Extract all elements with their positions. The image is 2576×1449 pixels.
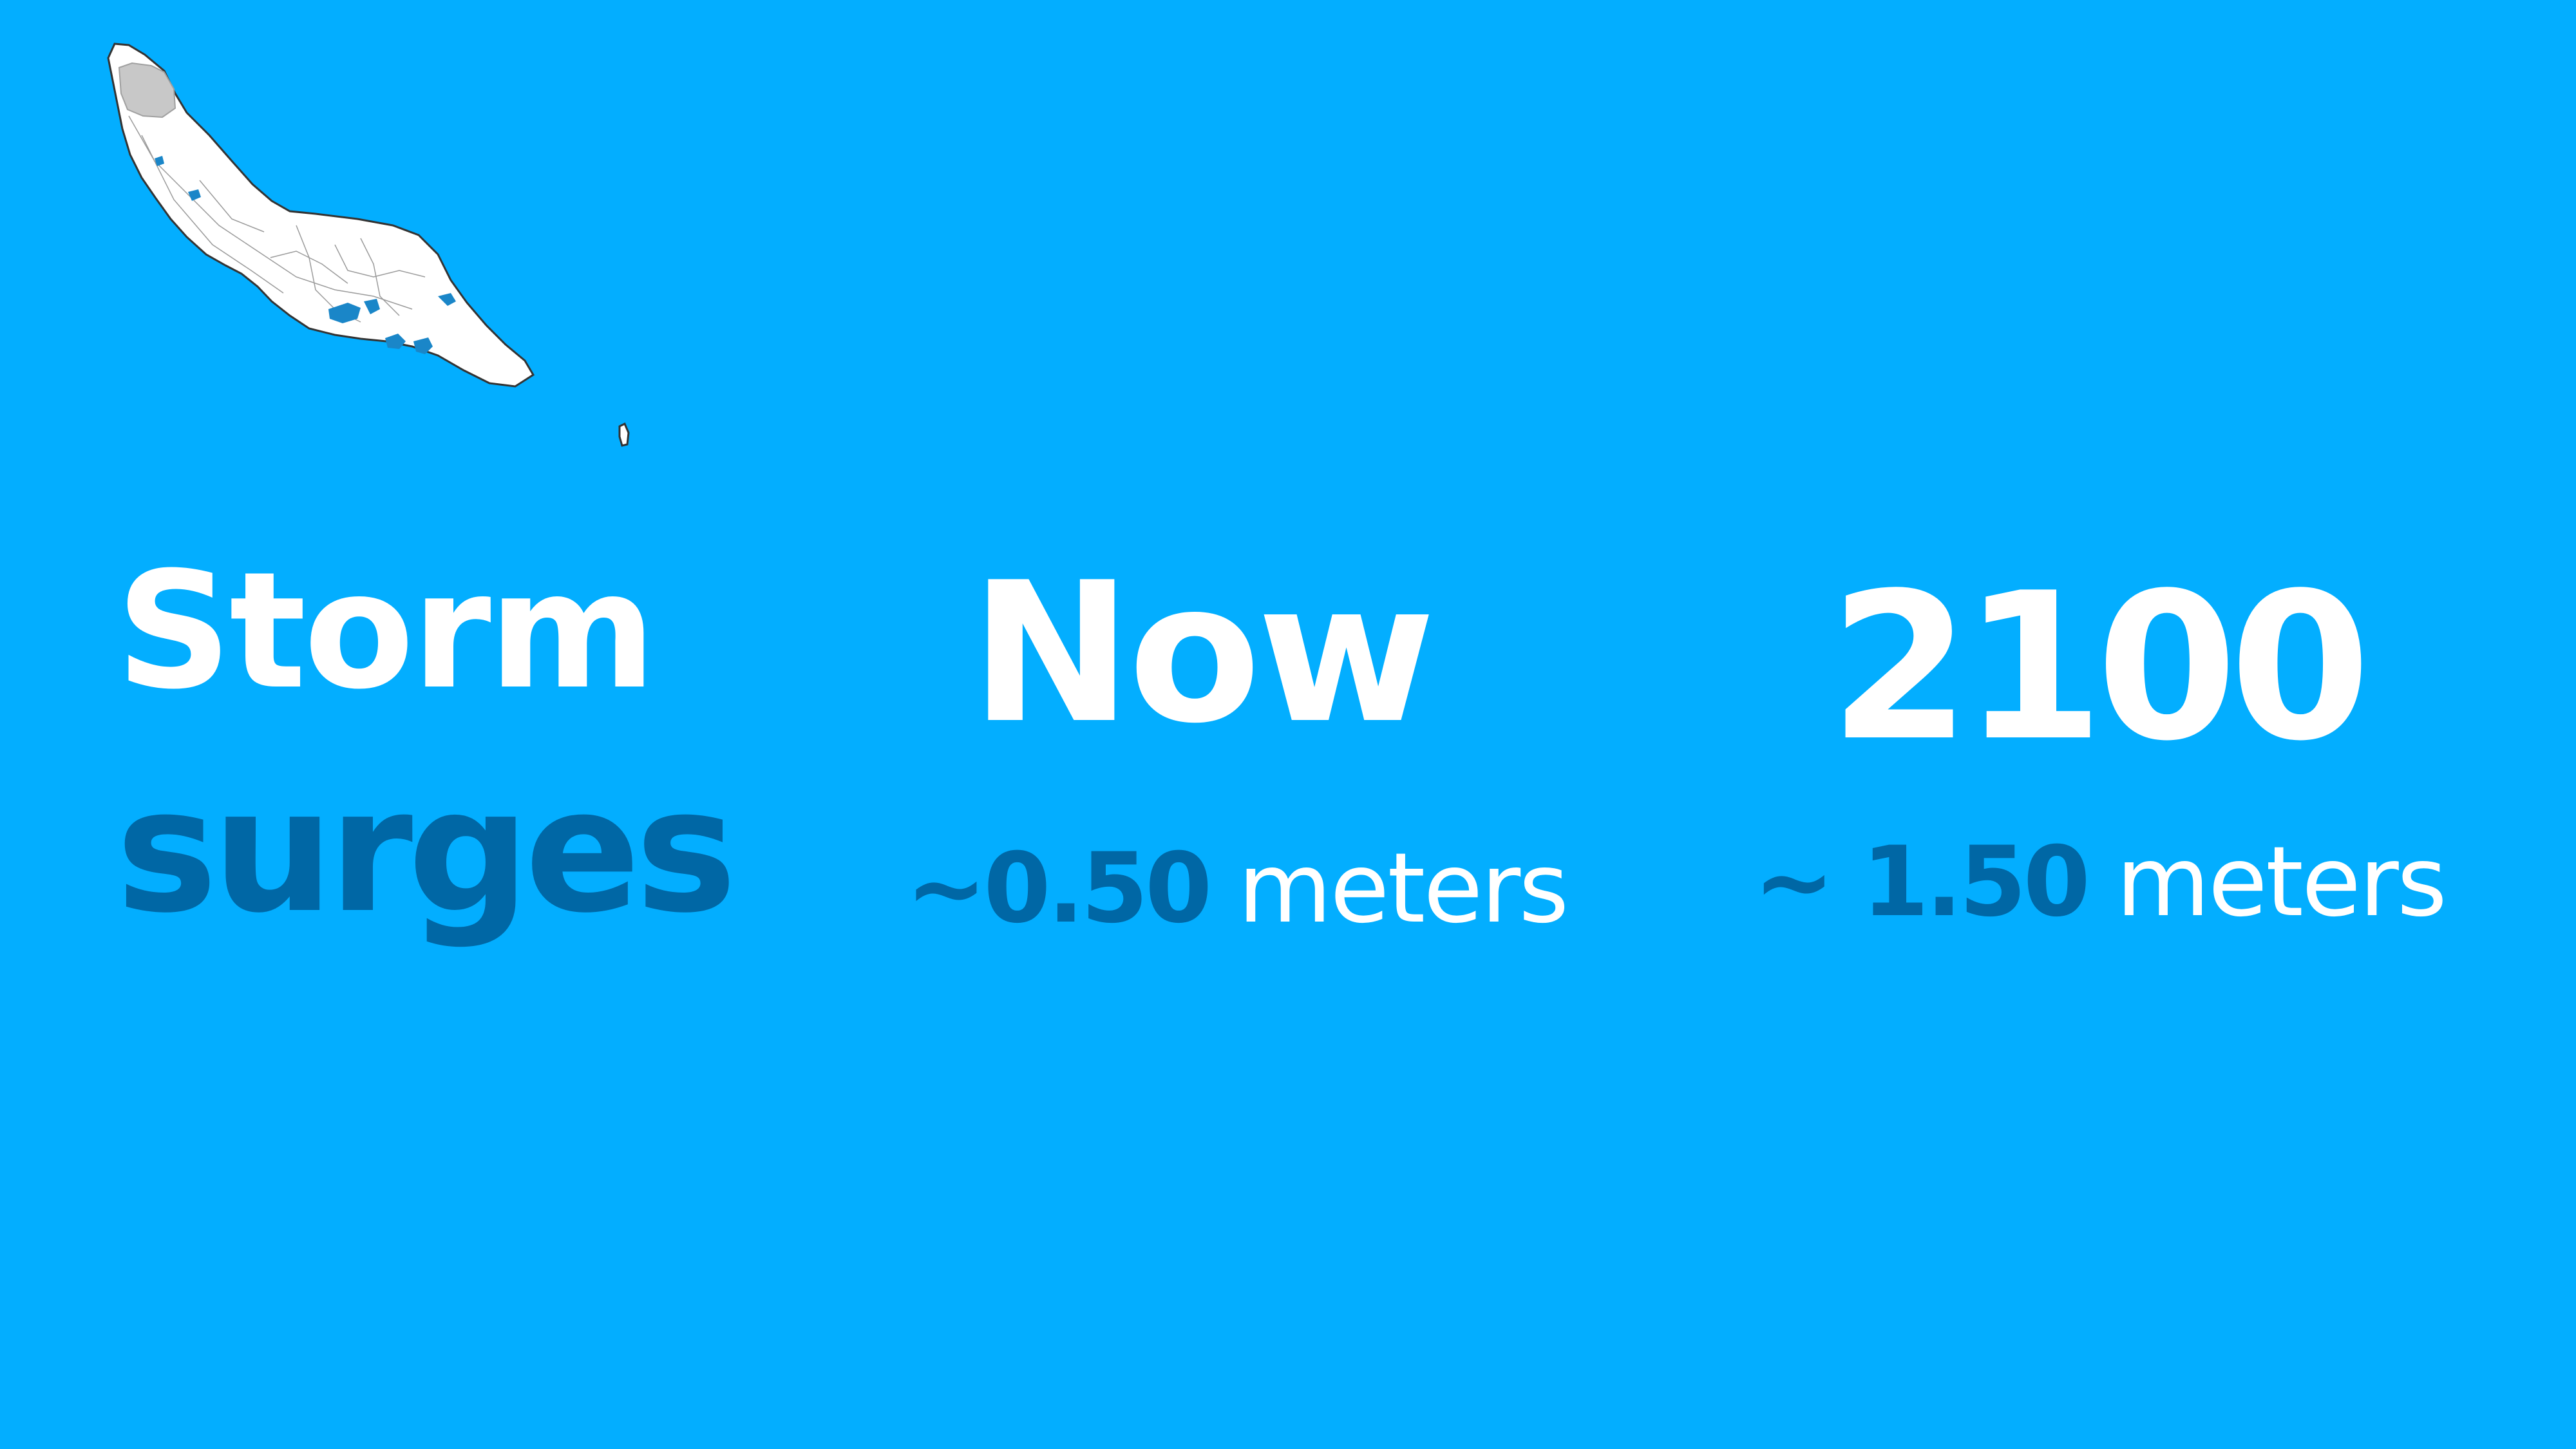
value-now-unit: meters [1209,833,1569,945]
value-2100: ~ 1.50 meters [1739,834,2460,931]
heading-now: Now [970,541,1435,766]
title-storm: Storm [116,537,656,724]
flood-zones [155,156,456,354]
heading-2100: 2100 [1829,550,2371,786]
protected-area [118,62,176,118]
islet [618,422,630,447]
value-2100-number: ~ 1.50 [1753,826,2090,938]
value-2100-unit: meters [2087,826,2447,938]
value-now: ~0.50 meters [889,840,1584,937]
title-surges: surges [116,752,737,951]
island-map-icon [107,43,630,447]
island-outline [107,43,535,388]
value-now-number: ~0.50 [905,833,1213,945]
